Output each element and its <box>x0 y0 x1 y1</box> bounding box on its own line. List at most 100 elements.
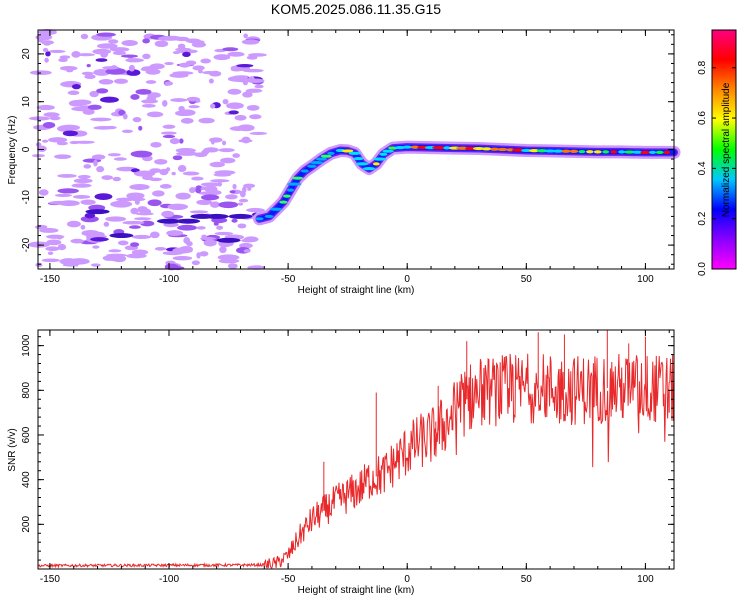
noise-blob <box>56 141 68 146</box>
noise-blob <box>125 58 144 63</box>
noise-blob <box>59 55 71 59</box>
noise-blob <box>241 238 255 243</box>
ridge-blob <box>432 146 446 150</box>
noise-blob <box>149 168 162 173</box>
ridge-blob <box>640 150 651 154</box>
y-tick-label: 0 <box>21 146 32 152</box>
noise-blob <box>67 90 80 96</box>
ridge-blob <box>320 154 332 158</box>
noise-blob <box>126 192 145 200</box>
snr-x-label: Height of straight line (km) <box>298 585 415 596</box>
noise-blob <box>246 104 260 111</box>
colorbar-ticks: 0.0 0.2 0.4 0.6 0.8 <box>697 60 736 276</box>
colorbar: 0.0 0.2 0.4 0.6 0.8 Normalized spectral ampl… <box>697 29 737 276</box>
ridge-blob <box>379 152 388 156</box>
colorbar-scale <box>711 29 737 270</box>
noise-blob <box>28 241 50 248</box>
noise-blob <box>241 136 251 144</box>
colorbar-label: Normalized spectral amplitude <box>721 82 732 217</box>
noise-blob <box>146 111 164 118</box>
noise-blob <box>87 104 102 110</box>
noise-blob <box>72 194 91 199</box>
ridge-blob <box>287 182 302 186</box>
noise-blob <box>189 210 209 214</box>
ridge-blob <box>382 149 394 153</box>
noise-blob <box>73 178 93 184</box>
noise-blob <box>134 170 156 177</box>
snr-line <box>37 353 675 569</box>
noise-blob <box>80 224 86 230</box>
noise-blob <box>94 193 113 200</box>
noise-blob <box>228 110 239 115</box>
noise-blob <box>143 100 148 104</box>
noise-blob <box>112 51 127 56</box>
noise-blob <box>48 49 66 53</box>
noise-blob <box>117 240 129 246</box>
x-tick-label: -50 <box>281 574 296 585</box>
noise-blob <box>226 102 244 109</box>
noise-blob <box>121 129 133 134</box>
noise-blob <box>59 65 78 71</box>
noise-blob <box>210 103 216 109</box>
ridge-blob <box>327 151 335 155</box>
noise-blob <box>246 55 258 60</box>
noise-blob <box>92 245 100 249</box>
noise-blob <box>145 80 157 84</box>
x-tick-label: -100 <box>159 574 179 585</box>
ridge-blob <box>521 148 532 153</box>
noise-blob <box>112 256 126 263</box>
ridge-blob <box>300 169 309 173</box>
noise-blob <box>172 255 193 261</box>
noise-blob <box>122 220 145 225</box>
noise-blob <box>45 246 60 252</box>
noise-blob <box>110 200 133 208</box>
noise-blob <box>62 130 78 137</box>
noise-blob <box>85 231 96 239</box>
noise-blob <box>140 67 149 72</box>
ridge-blob <box>348 151 361 155</box>
noise-blob <box>108 249 122 253</box>
ridge-blob <box>410 145 420 149</box>
y-tick-label: 200 <box>21 516 32 533</box>
snr-frame <box>37 329 675 570</box>
noise-blob <box>107 153 121 157</box>
ridge-blob <box>544 149 556 153</box>
noise-blob <box>209 179 230 183</box>
noise-blob <box>161 35 182 41</box>
noise-blob <box>176 151 198 156</box>
noise-blob <box>188 187 196 194</box>
noise-blob <box>59 258 78 265</box>
ridge-blob <box>307 164 317 168</box>
noise-blob <box>195 187 202 194</box>
noise-blob <box>165 167 171 172</box>
noise-blob <box>247 187 252 191</box>
ridge-blob <box>561 149 571 153</box>
colorbar-tick-label: 0.6 <box>697 111 708 125</box>
ridge-blob <box>497 147 508 152</box>
noise-blob <box>237 202 244 206</box>
ridge-blob <box>373 157 387 161</box>
noise-blob <box>135 88 152 95</box>
noise-blob <box>130 207 139 215</box>
ridge-blob <box>255 217 264 221</box>
spectrogram-noise-blobs <box>28 28 268 271</box>
y-tick-label: 400 <box>21 471 32 488</box>
noise-blob <box>36 104 55 111</box>
noise-blob <box>191 41 207 48</box>
ridge-blob <box>481 147 492 151</box>
x-tick-label: -150 <box>40 274 60 285</box>
noise-blob <box>154 40 169 48</box>
noise-blob <box>35 142 42 147</box>
noise-blob <box>182 51 191 57</box>
spectrogram-ridge <box>253 140 681 226</box>
chart-title: KOM5.2025.086.11.35.G15 <box>271 1 441 17</box>
noise-blob <box>231 218 238 223</box>
noise-blob <box>172 155 183 161</box>
noise-blob <box>194 152 208 158</box>
noise-blob <box>217 254 240 261</box>
ridge-blob <box>655 150 664 154</box>
noise-blob <box>238 198 249 203</box>
ridge-blob <box>632 150 643 154</box>
noise-blob <box>242 91 253 98</box>
